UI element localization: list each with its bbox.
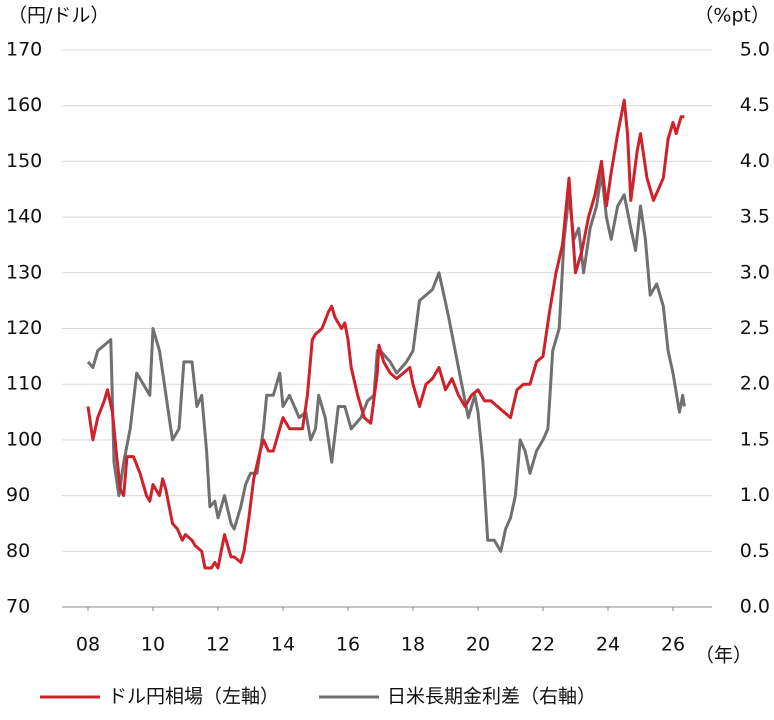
- y2-tick-label: 0.5: [740, 540, 770, 562]
- y-tick-label: 100: [6, 428, 42, 450]
- x-tick-label: 10: [141, 634, 165, 656]
- y-tick-label: 80: [6, 540, 30, 562]
- x-axis-label: （年）: [695, 645, 752, 667]
- x-tick-label: 18: [401, 634, 425, 656]
- y-tick-label: 140: [6, 206, 42, 228]
- y2-tick-label: 1.5: [740, 428, 770, 450]
- x-tick-label: 22: [531, 634, 555, 656]
- y2-tick-label: 2.5: [740, 317, 770, 339]
- legend-label: ドル円相場（左軸）: [108, 686, 279, 708]
- y-tick-label: 150: [6, 150, 42, 172]
- y2-tick-label: 4.5: [740, 94, 770, 116]
- x-tick-label: 24: [596, 634, 620, 656]
- legend-label: 日米長期金利差（右軸）: [387, 686, 596, 708]
- y-tick-label: 170: [6, 39, 42, 61]
- y2-tick-label: 2.0: [740, 373, 770, 395]
- x-tick-label: 16: [336, 634, 360, 656]
- line-series: [86, 98, 685, 570]
- x-tick-label: 14: [271, 634, 295, 656]
- y2-tick-label: 3.0: [740, 261, 770, 283]
- y-tick-label: 70: [6, 596, 30, 618]
- x-tick-label: 26: [661, 634, 685, 656]
- x-tick-label: 12: [206, 634, 230, 656]
- x-tick-label: 20: [466, 634, 490, 656]
- y-tick-label: 120: [6, 317, 42, 339]
- y2-tick-label: 5.0: [740, 39, 770, 61]
- y2-tick-label: 3.5: [740, 206, 770, 228]
- line-series: [86, 171, 686, 553]
- y2-tick-label: 1.0: [740, 484, 770, 506]
- y-tick-label: 90: [6, 484, 30, 506]
- y2-tick-label: 0.0: [740, 596, 770, 618]
- y-tick-label: 130: [6, 261, 42, 283]
- y2-axis-label: （%pt）: [694, 5, 770, 27]
- y-axis-label: （円/ドル）: [8, 5, 109, 27]
- x-tick-label: 08: [76, 634, 100, 656]
- y-tick-label: 110: [6, 373, 42, 395]
- y-tick-label: 160: [6, 94, 42, 116]
- y2-tick-label: 4.0: [740, 150, 770, 172]
